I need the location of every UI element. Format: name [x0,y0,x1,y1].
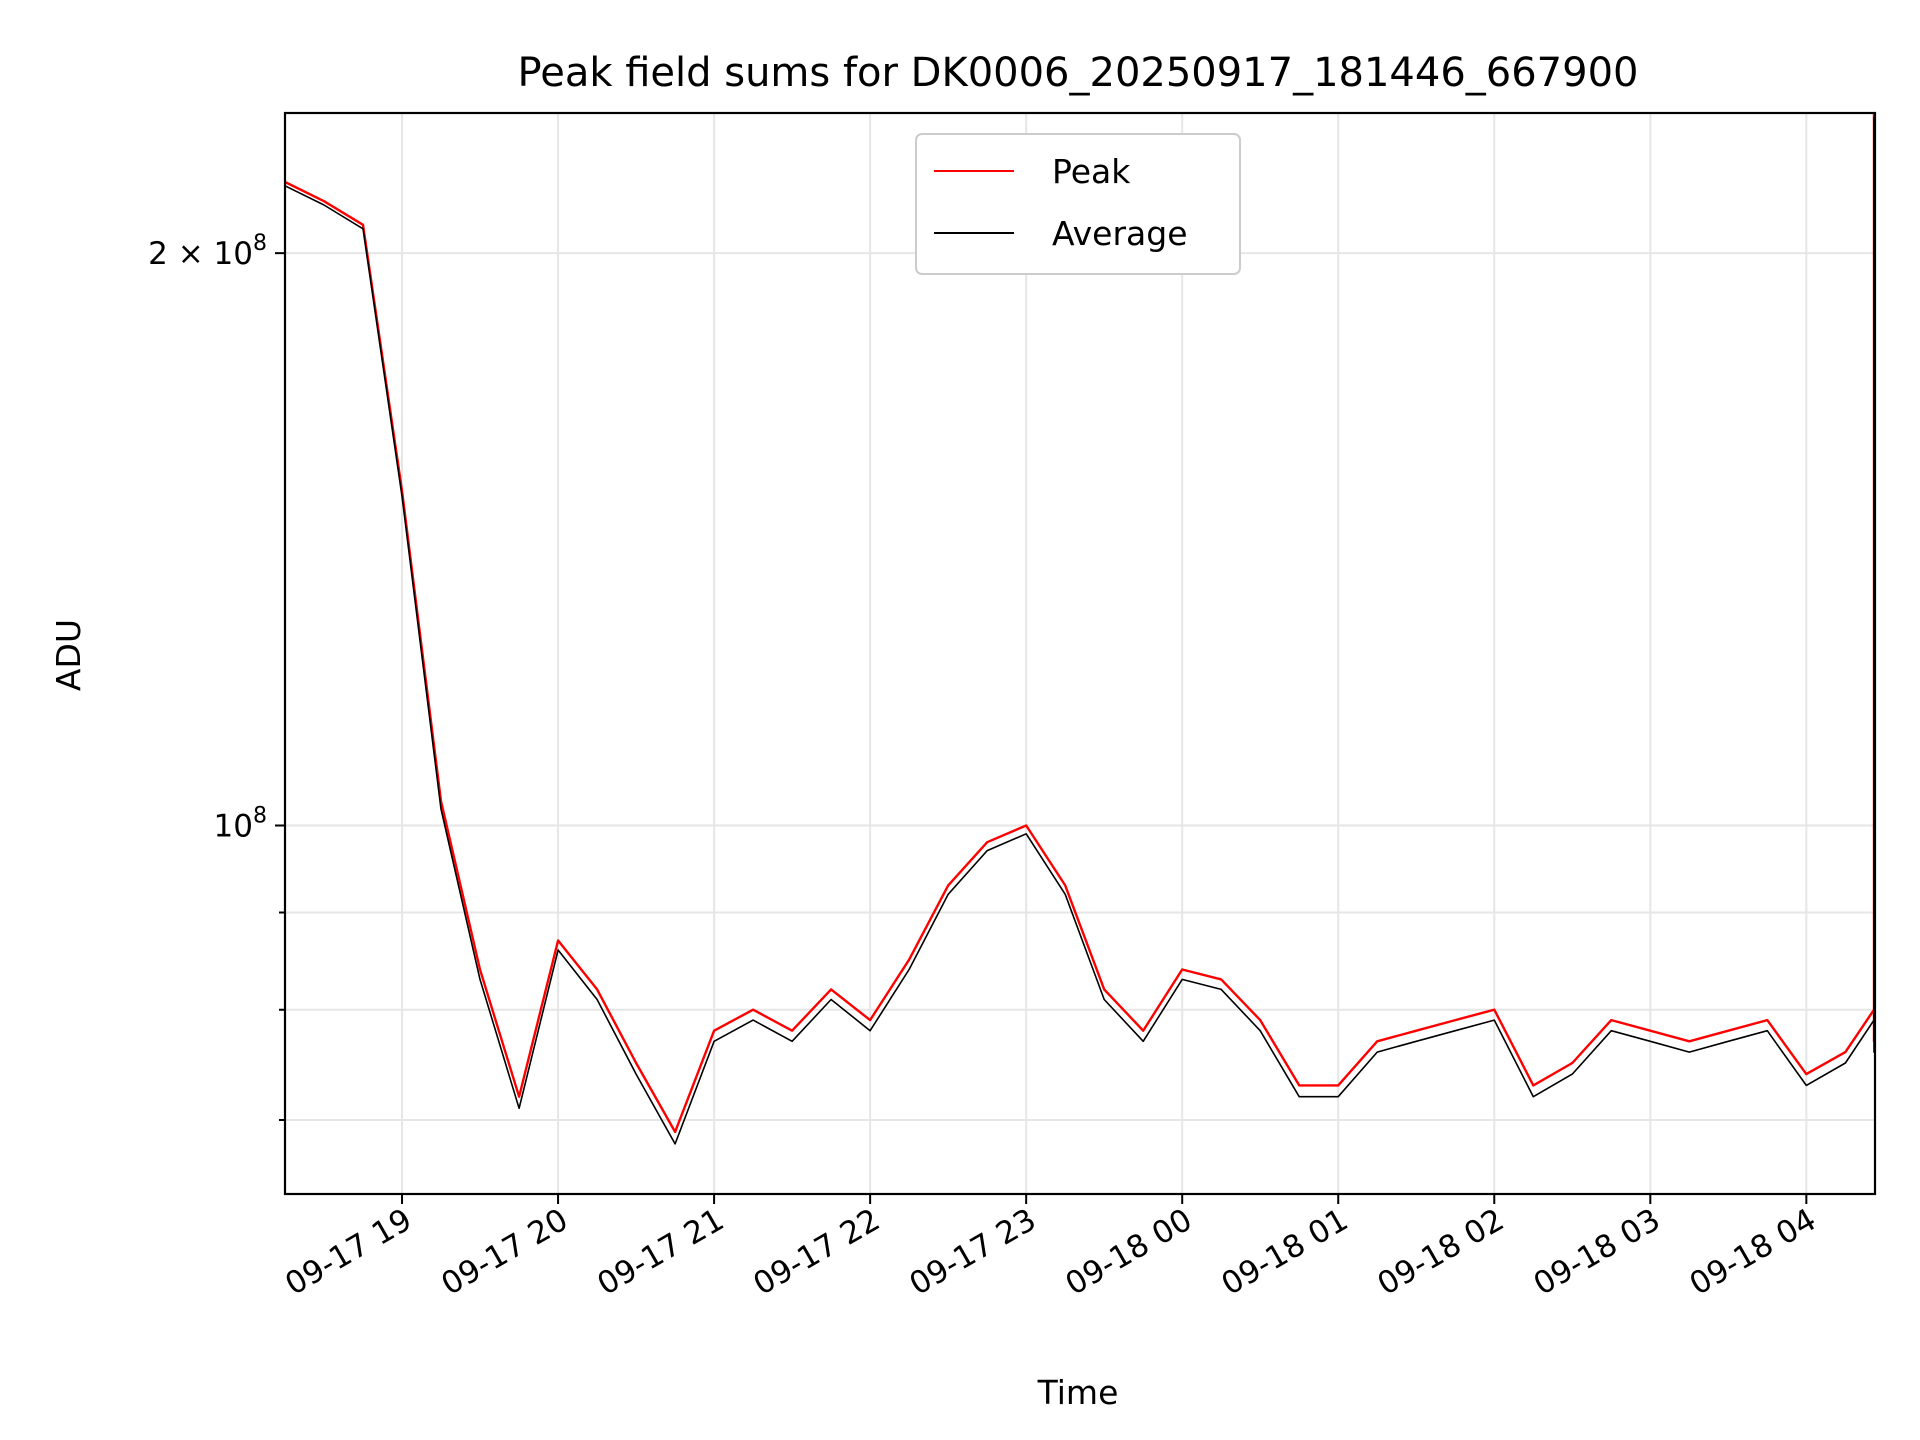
legend-box [915,133,1241,275]
legend-label-peak: Peak [1052,152,1131,191]
chart-title: Peak field sums for DK0006_20250917_1814… [518,50,1639,96]
y-tick-label: 108 [214,803,267,844]
y-axis-label: ADU [49,619,88,691]
plot-area [285,113,1875,1194]
y-tick-label: 2 × 108 [148,231,267,272]
legend: Peak Average [915,133,1241,275]
x-axis-label: Time [1037,1373,1119,1412]
plot-frame [283,111,1877,1196]
legend-label-average: Average [1052,214,1188,253]
